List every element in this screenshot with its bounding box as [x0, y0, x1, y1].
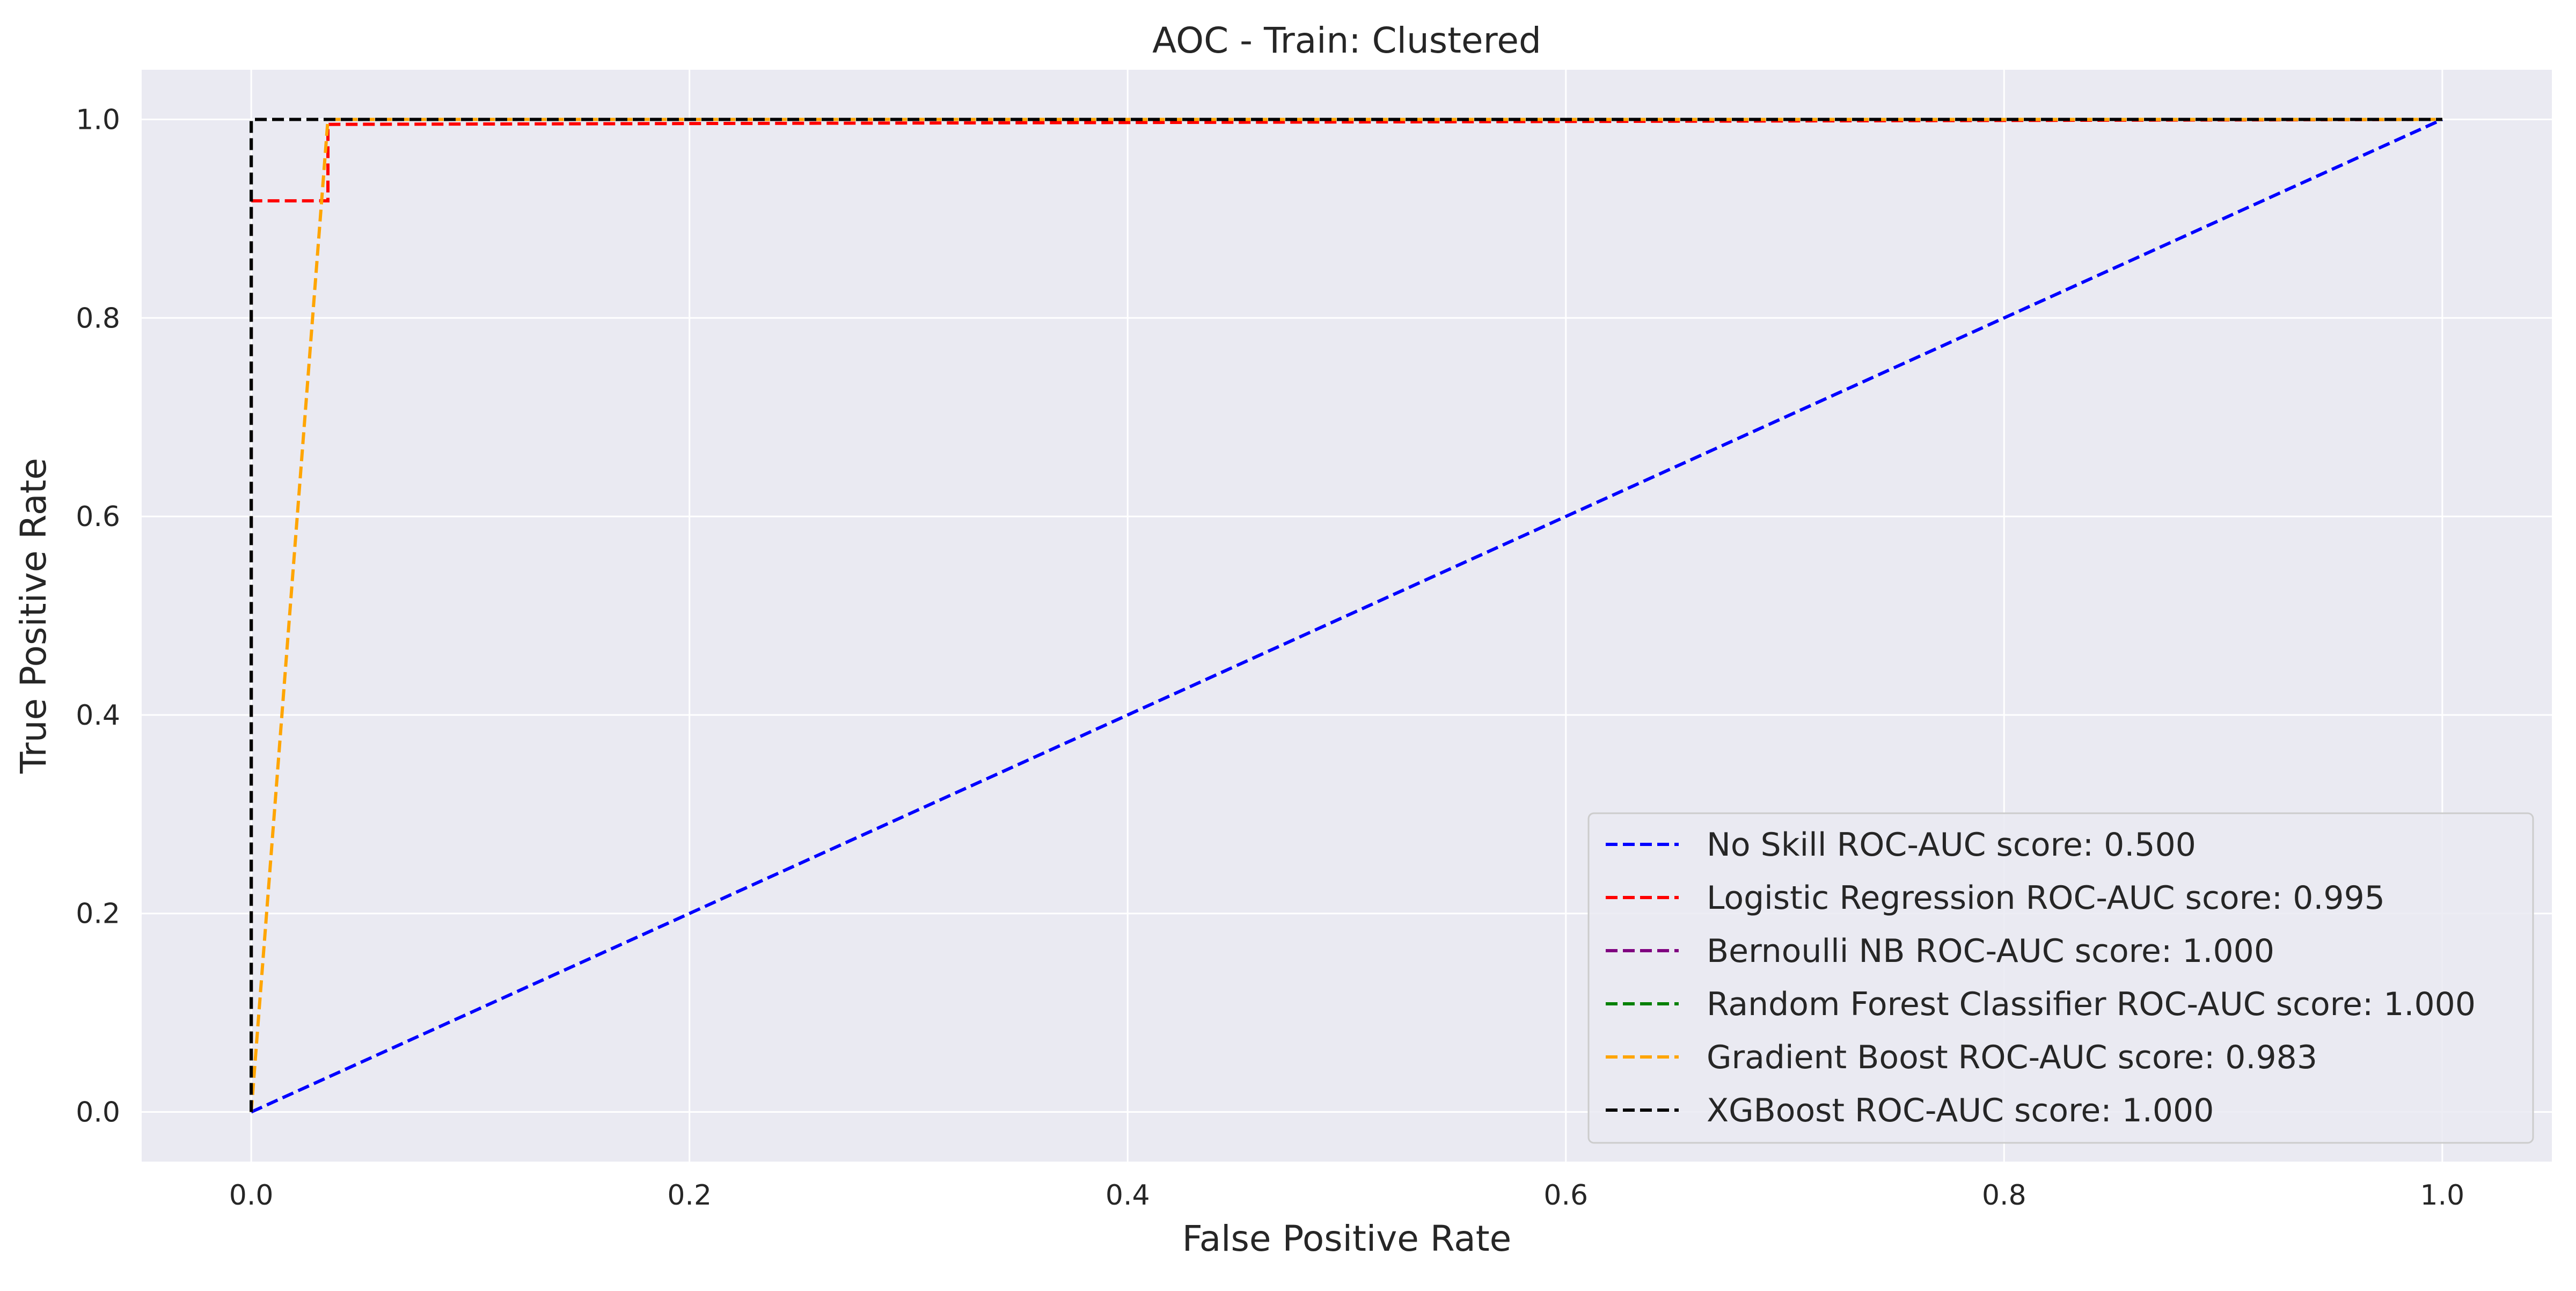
x-tick-label: 0.6 — [1543, 1179, 1588, 1212]
series-lines — [250, 118, 2443, 1114]
chart-title: AOC - Train: Clustered — [1152, 20, 1541, 61]
legend-entry: Random Forest Classifier ROC-AUC score: … — [1707, 986, 2476, 1023]
x-tick-label: 0.8 — [1982, 1179, 2026, 1212]
x-axis-label: False Positive Rate — [1182, 1218, 1511, 1259]
tick-labels: 0.0 0.2 0.4 0.6 0.8 1.0 0.0 0.2 0.4 0.6 0.8 1.0 — [76, 104, 2464, 1212]
legend-box — [1587, 812, 2534, 1144]
legend-entry: Bernoulli NB ROC-AUC score: 1.000 — [1707, 932, 2274, 970]
series-line-6 — [250, 118, 2442, 1112]
x-tick-label: 1.0 — [2420, 1179, 2465, 1212]
y-tick-label: 0.0 — [76, 1097, 120, 1129]
x-tick-label: 0.4 — [1106, 1179, 1150, 1212]
y-tick-label: 1.0 — [76, 104, 120, 136]
legend: No Skill ROC-AUC score: 0.500 Logistic Re… — [1587, 812, 2534, 1144]
x-tick-label: 0.2 — [667, 1179, 712, 1212]
y-tick-label: 0.4 — [76, 699, 120, 732]
legend-entry: Logistic Regression ROC-AUC score: 0.995 — [1707, 879, 2385, 917]
y-tick-label: 0.6 — [76, 501, 120, 533]
legend-entry: XGBoost ROC-AUC score: 1.000 — [1707, 1092, 2214, 1129]
legend-entry: Gradient Boost ROC-AUC score: 0.983 — [1707, 1039, 2317, 1076]
y-axis-label: True Positive Rate — [13, 458, 54, 774]
legend-entry: No Skill ROC-AUC score: 0.500 — [1707, 826, 2196, 864]
y-tick-label: 0.8 — [76, 302, 120, 334]
series-line-1 — [250, 118, 2443, 1114]
y-tick-label: 0.2 — [76, 898, 120, 930]
x-tick-label: 0.0 — [229, 1179, 274, 1212]
